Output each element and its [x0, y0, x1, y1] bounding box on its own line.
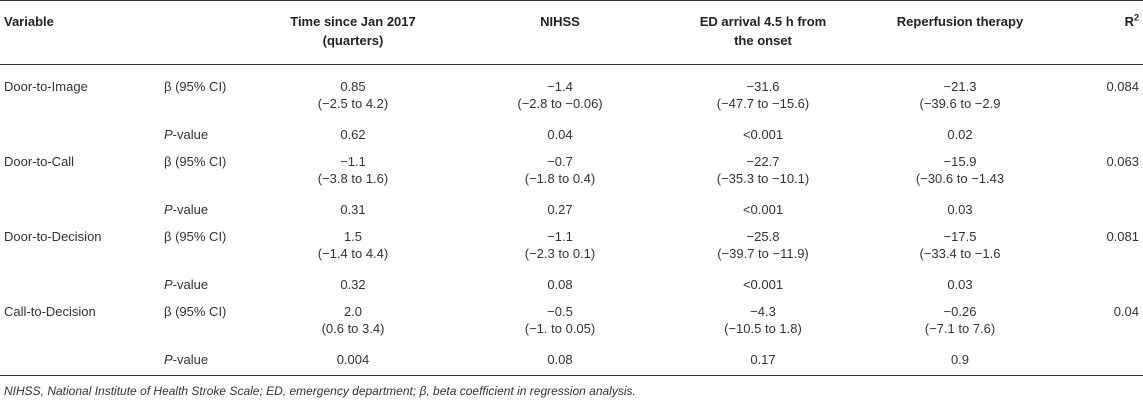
- nihss-ci: (−2.3 to 0.1): [524, 246, 596, 261]
- time-beta: 0.85: [340, 79, 366, 94]
- header-ed-line1: ED arrival 4.5 h from: [699, 14, 827, 29]
- rep-beta: −21.3: [943, 79, 977, 94]
- p-label: P-value: [164, 202, 209, 217]
- ed-ci: (−35.3 to −10.1): [716, 171, 810, 186]
- rep-beta: −0.26: [943, 304, 977, 319]
- nihss-ci: (−1. to 0.05): [524, 321, 596, 336]
- r2-value: 0.081: [1106, 229, 1139, 244]
- header-time: Time since Jan 2017 (quarters): [270, 12, 436, 50]
- nihss-beta: −0.5: [547, 304, 573, 319]
- header-time-line1: Time since Jan 2017: [290, 14, 416, 29]
- rep-p: 0.03: [947, 202, 973, 217]
- header-rule: [0, 64, 1143, 65]
- beta-label: β (95% CI): [164, 304, 227, 319]
- nihss-p: 0.08: [547, 277, 573, 292]
- ed-p: <0.001: [742, 277, 784, 292]
- ed-p: <0.001: [742, 202, 784, 217]
- ed-p: 0.17: [750, 352, 776, 367]
- ed-beta: −31.6: [746, 79, 780, 94]
- rep-ci: (−39.6 to −2.9: [919, 96, 1001, 111]
- rep-ci: (−30.6 to −1.43: [915, 171, 1005, 186]
- rep-beta: −15.9: [943, 154, 977, 169]
- header-time-line2: (quarters): [322, 33, 384, 48]
- r2-value: 0.063: [1106, 154, 1139, 169]
- nihss-ci: (−2.8 to −0.06): [517, 96, 603, 111]
- beta-label: β (95% CI): [164, 229, 227, 244]
- nihss-p: 0.04: [547, 127, 573, 142]
- rep-p: 0.03: [947, 277, 973, 292]
- rep-ci: (−33.4 to −1.6: [919, 246, 1001, 261]
- ed-beta: −22.7: [746, 154, 780, 169]
- time-ci: (−2.5 to 4.2): [317, 96, 389, 111]
- p-label: P-value: [164, 277, 209, 292]
- time-ci: (−3.8 to 1.6): [317, 171, 389, 186]
- time-ci: (−1.4 to 4.4): [317, 246, 389, 261]
- time-p: 0.32: [340, 277, 366, 292]
- table-footnote: NIHSS, National Institute of Health Stro…: [4, 384, 636, 398]
- row-variable: Door-to-Decision: [4, 229, 102, 244]
- time-ci: (0.6 to 3.4): [321, 321, 385, 336]
- time-beta: 2.0: [343, 304, 363, 319]
- top-rule: [0, 0, 1143, 1]
- ed-beta: −25.8: [746, 229, 780, 244]
- header-r2-base: R: [1124, 14, 1134, 29]
- header-r2-sup: 2: [1133, 12, 1139, 23]
- row-variable: Door-to-Call: [4, 154, 75, 169]
- rep-beta: −17.5: [943, 229, 977, 244]
- rep-p: 0.9: [950, 352, 970, 367]
- ed-beta: −4.3: [750, 304, 776, 319]
- ed-ci: (−39.7 to −11.9): [717, 246, 809, 261]
- time-p: 0.62: [340, 127, 366, 142]
- nihss-ci: (−1.8 to 0.4): [524, 171, 596, 186]
- time-beta: −1.1: [340, 154, 366, 169]
- ed-ci: (−10.5 to 1.8): [724, 321, 802, 336]
- row-variable: Door-to-Image: [4, 79, 88, 94]
- beta-label: β (95% CI): [164, 79, 227, 94]
- header-nihss: NIHSS: [540, 14, 580, 29]
- r2-value: 0.04: [1113, 304, 1139, 319]
- row-variable: Call-to-Decision: [4, 304, 96, 319]
- header-variable: Variable: [4, 14, 54, 29]
- rep-p: 0.02: [947, 127, 973, 142]
- header-ed-arrival: ED arrival 4.5 h from the onset: [670, 12, 856, 50]
- ed-ci: (−47.7 to −15.6): [716, 96, 810, 111]
- nihss-p: 0.27: [547, 202, 573, 217]
- beta-label: β (95% CI): [164, 154, 227, 169]
- p-label: P-value: [164, 352, 209, 367]
- bottom-rule: [0, 375, 1143, 376]
- p-label: P-value: [164, 127, 209, 142]
- nihss-beta: −1.4: [547, 79, 573, 94]
- ed-p: <0.001: [742, 127, 784, 142]
- time-beta: 1.5: [343, 229, 363, 244]
- nihss-beta: −0.7: [547, 154, 573, 169]
- time-p: 0.31: [340, 202, 366, 217]
- r2-value: 0.084: [1106, 79, 1139, 94]
- nihss-beta: −1.1: [547, 229, 573, 244]
- time-p: 0.004: [336, 352, 370, 367]
- header-r2: R2: [1125, 12, 1139, 31]
- rep-ci: (−7.1 to 7.6): [924, 321, 996, 336]
- nihss-p: 0.08: [547, 352, 573, 367]
- header-reperfusion: Reperfusion therapy: [896, 14, 1024, 29]
- header-ed-line2: the onset: [734, 33, 792, 48]
